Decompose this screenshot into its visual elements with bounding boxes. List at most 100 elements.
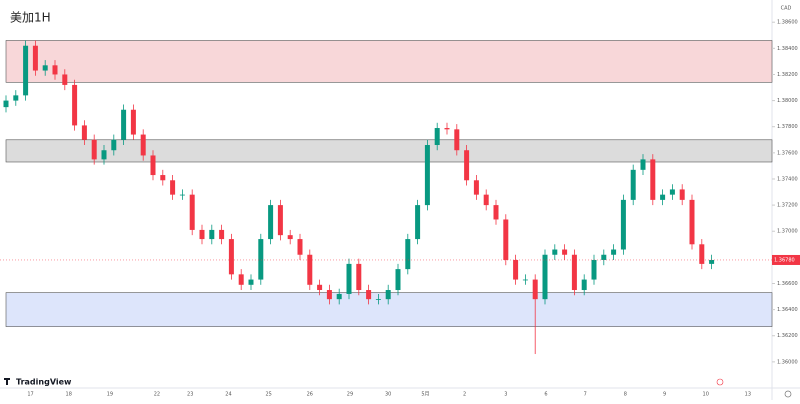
candle-body [532, 279, 538, 300]
x-tick-label: 22 [154, 392, 160, 398]
candle-body [415, 205, 421, 240]
x-tick-label: 30 [385, 392, 391, 398]
candle-body [91, 139, 97, 160]
candle-body [258, 239, 264, 280]
candle-body [473, 180, 479, 195]
candle-body [640, 159, 646, 170]
candle-body [111, 139, 117, 151]
candle-body [493, 205, 499, 220]
y-tick-label: 1.36200 [777, 333, 798, 339]
y-tick-label: 1.37600 [777, 150, 798, 156]
chart-title: 美加1H [10, 11, 51, 25]
candle-body [552, 249, 558, 255]
candle-body [3, 100, 9, 108]
candle-body [287, 235, 293, 240]
x-tick-label: 26 [307, 392, 313, 398]
candle-body [238, 274, 244, 285]
candle-body [326, 290, 332, 300]
zone [5, 40, 773, 83]
y-tick-label: 1.38000 [777, 98, 798, 104]
y-tick-label: 1.37000 [777, 229, 798, 235]
candle-body [277, 205, 283, 236]
zone [5, 139, 773, 163]
candle-body [679, 189, 685, 200]
candle-body [375, 299, 381, 300]
candle-body [23, 45, 29, 96]
y-tick-label: 1.38400 [777, 46, 798, 52]
candle-body [562, 249, 568, 255]
candle-body [248, 279, 254, 285]
last-price-label: 1.36780 [774, 257, 795, 263]
candle-body [101, 150, 107, 160]
settings-button[interactable] [784, 390, 792, 398]
brand: TradingView [16, 378, 72, 387]
last-price-tag [772, 254, 800, 265]
candle-body [522, 279, 528, 281]
candle-body [219, 229, 225, 240]
candle-body [346, 263, 352, 294]
candle-body [699, 244, 705, 264]
candle-body [356, 263, 362, 291]
x-tick-label: 5月 [421, 392, 429, 398]
candle-body [689, 199, 695, 245]
candle-body [72, 84, 78, 126]
y-tick-label: 1.36400 [777, 307, 798, 313]
y-tick-label: 1.38600 [777, 20, 798, 26]
candle-body [513, 259, 519, 280]
x-tick-label: 23 [187, 392, 193, 398]
y-tick-label: 1.37400 [777, 176, 798, 182]
candle-body [581, 279, 587, 291]
candle-body [140, 134, 146, 156]
y-tick-label: 1.36600 [777, 281, 798, 287]
candle-body [424, 145, 430, 206]
x-tick-label: 7 [584, 392, 587, 398]
candle-body [52, 65, 58, 75]
candle-body [620, 199, 626, 250]
candle-body [385, 290, 391, 300]
candle-body [81, 125, 87, 140]
candle-body [336, 293, 342, 300]
x-tick-label: 10 [703, 392, 709, 398]
candle-body [601, 254, 607, 260]
x-tick-label: 13 [745, 392, 751, 398]
candle-body [709, 259, 715, 264]
candle-body [611, 249, 617, 255]
candle-body [170, 180, 176, 195]
candle-body [32, 45, 38, 71]
candle-body [62, 74, 68, 85]
candle-body [366, 290, 372, 300]
candle-body [591, 259, 597, 280]
x-tick-label: 18 [66, 392, 72, 398]
x-tick-label: 8 [624, 392, 627, 398]
candle-body [150, 155, 156, 176]
brand-icon [4, 378, 10, 385]
candle-body [503, 219, 509, 260]
x-tick-label: 29 [347, 392, 353, 398]
candle-body [405, 239, 411, 270]
candle-body [650, 159, 656, 200]
candle-body [483, 194, 489, 206]
candle-body [228, 239, 234, 275]
candle-body [42, 65, 48, 71]
candle-body [297, 239, 303, 255]
candle-body [542, 254, 548, 300]
candle-body [630, 169, 636, 200]
x-tick-label: 19 [107, 392, 113, 398]
candle-body [209, 229, 215, 240]
y-tick-label: 1.38200 [777, 72, 798, 78]
currency: CAD [781, 6, 792, 12]
candle-body [130, 109, 136, 135]
candle-body [121, 109, 127, 140]
candle-body [179, 194, 185, 196]
candle-body [189, 194, 195, 230]
x-tick-label: 3 [504, 392, 507, 398]
y-tick-label: 1.36000 [777, 359, 798, 365]
x-tick-label: 6 [544, 392, 547, 398]
x-tick-label: 17 [27, 392, 33, 398]
event-marker[interactable] [716, 378, 724, 386]
candle-body [160, 175, 166, 181]
candle-body [444, 128, 450, 130]
y-tick-label: 1.37800 [777, 124, 798, 130]
candle-body [199, 229, 205, 240]
x-tick-label: 9 [663, 392, 666, 398]
